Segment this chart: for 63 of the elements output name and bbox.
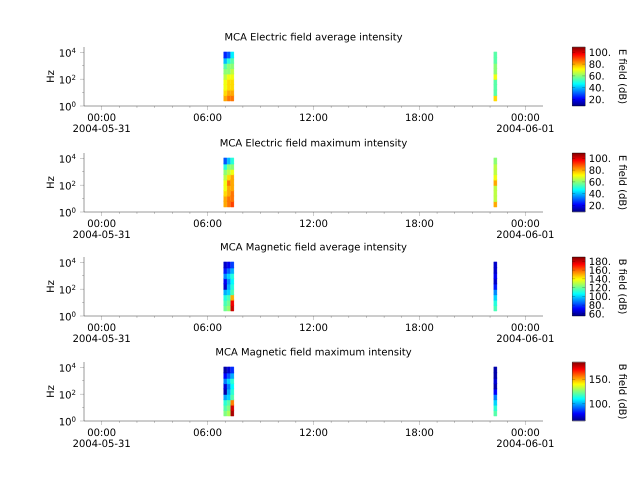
- x-tick-label: 00:00 2004-06-01: [497, 220, 554, 238]
- color-bar-label: 60.: [589, 72, 604, 80]
- color-bar-label: 20.: [589, 202, 604, 210]
- color-bar-title: B field (dB): [618, 260, 627, 314]
- y-tick-label: 10$^{2}$: [60, 74, 76, 84]
- y-tick-label: 10$^{2}$: [60, 284, 76, 294]
- color-bar-label: 60.: [589, 178, 604, 186]
- color-bar-label: 180.: [590, 258, 610, 266]
- y-tick-label: 10$^{0}$: [60, 312, 76, 320]
- color-bar-label: 80.: [589, 166, 604, 174]
- chart-title: MCA Electric field maximum intensity: [220, 138, 407, 148]
- x-tick-label: 00:00 2004-05-31: [73, 324, 130, 342]
- y-tick-label: 10$^{4}$: [60, 48, 76, 57]
- color-bar-label: 150.: [590, 375, 610, 383]
- x-tick-label: 06:00: [194, 428, 222, 436]
- y-tick-label: 10$^{0}$: [60, 102, 76, 110]
- chart-title: MCA Magnetic field average intensity: [221, 242, 407, 252]
- y-axis-title: Hz: [46, 280, 54, 292]
- y-tick-label: 10$^{4}$: [60, 258, 76, 267]
- color-bar-label: 80.: [589, 60, 604, 68]
- color-bar-label: 60.: [589, 310, 604, 318]
- y-axis-title: Hz: [46, 176, 54, 188]
- x-tick-label: 18:00: [406, 428, 434, 436]
- color-bar-label: 20.: [589, 96, 604, 104]
- y-tick-label: 10$^{2}$: [60, 180, 76, 190]
- x-tick-label: 00:00 2004-05-31: [73, 428, 130, 448]
- x-tick-label: 12:00: [300, 428, 328, 436]
- color-bar-label: 40.: [589, 190, 604, 198]
- y-tick-label: 10$^{4}$: [60, 154, 76, 163]
- y-axis-title: Hz: [46, 386, 54, 397]
- color-bar-title: E field (dB): [618, 50, 627, 104]
- y-tick-label: 10$^{0}$: [60, 208, 76, 216]
- y-tick-label: 10$^{4}$: [60, 362, 76, 372]
- color-bar-label: 100.: [590, 400, 610, 408]
- x-tick-label: 00:00 2004-06-01: [497, 324, 554, 342]
- x-tick-label: 12:00: [300, 114, 328, 122]
- color-bar-label: 120.: [590, 284, 610, 292]
- color-bar-label: 40.: [589, 84, 604, 92]
- x-tick-label: 18:00: [406, 114, 434, 122]
- color-bar-title: B field (dB): [618, 364, 627, 419]
- x-tick-label: 06:00: [194, 114, 222, 122]
- x-tick-label: 06:00: [194, 324, 222, 332]
- x-tick-label: 12:00: [300, 324, 328, 332]
- y-tick-label: 10$^{0}$: [60, 416, 76, 426]
- color-bar-label: 160.: [590, 266, 610, 274]
- x-tick-label: 18:00: [406, 324, 434, 332]
- y-axis-title: Hz: [46, 70, 54, 82]
- color-bar-label: 140.: [590, 275, 610, 283]
- color-bar-label: 100.: [590, 48, 610, 56]
- x-tick-label: 00:00 2004-05-31: [73, 220, 130, 238]
- color-bar-label: 100.: [590, 292, 610, 300]
- color-bar-label: 80.: [589, 301, 604, 309]
- x-tick-label: 18:00: [406, 220, 434, 228]
- x-tick-label: 00:00 2004-06-01: [497, 114, 554, 132]
- chart-title: MCA Magnetic field maximum intensity: [216, 348, 412, 358]
- x-tick-label: 00:00 2004-06-01: [497, 428, 554, 448]
- chart-title: MCA Electric field average intensity: [225, 32, 402, 42]
- color-bar-title: E field (dB): [618, 156, 627, 210]
- y-tick-label: 10$^{2}$: [60, 390, 76, 399]
- x-tick-label: 12:00: [300, 220, 328, 228]
- x-tick-label: 06:00: [194, 220, 222, 228]
- x-tick-label: 00:00 2004-05-31: [73, 114, 130, 132]
- color-bar-label: 100.: [590, 154, 610, 162]
